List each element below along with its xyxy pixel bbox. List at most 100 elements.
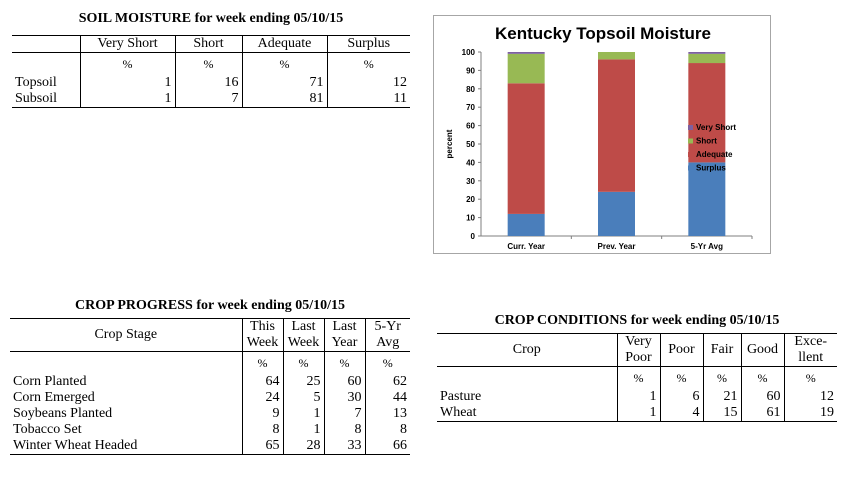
progress-header-last-week: Last Week [282,318,324,352]
unit-label: % [282,351,324,374]
unit-label: % [79,52,175,75]
cell-value: 30 [323,389,365,406]
cell-value: 21 [702,388,741,405]
soil-header-blank [12,36,80,53]
y-tick-label: 40 [466,158,475,167]
table-row: Pasture 1 6 21 60 12 [437,388,837,405]
legend-swatch [688,165,693,171]
header-line: Week [246,335,279,350]
bar-segment-short [598,52,635,60]
cell-value: 19 [783,404,837,421]
cell-value: 5 [282,389,324,406]
crop-conditions-table: Crop Very Poor Poor Fair Good Exce- llen… [437,333,837,422]
y-tick-label: 90 [466,66,475,75]
cell-value: 9 [241,405,283,422]
bar-segment-short [688,53,726,64]
progress-header-row: Crop Stage This Week Last Week Last Year… [10,318,410,352]
cell-value: 4 [659,404,703,421]
cell-value: 15 [702,404,741,421]
conditions-header-fair: Fair [702,333,741,367]
unit-label: % [364,351,410,374]
bar-segment-surplus [688,162,726,236]
header-line: llent [798,350,824,365]
header-line: Very [625,334,652,349]
header-line: Last [291,319,316,334]
soil-header-surplus: Surplus [326,35,410,53]
cell-value: 6 [659,388,703,405]
conditions-header-good: Good [740,333,784,367]
cell-value: 1 [616,404,660,421]
progress-header-last-year: Last Year [323,318,365,352]
row-label: Pasture [440,388,482,404]
unit-label: % [323,351,365,374]
legend-swatch [688,138,693,144]
table-row: Topsoil 1 16 71 12 [12,74,410,91]
x-category-label: Prev. Year [598,242,636,251]
bar-segment-very-short [688,52,726,54]
cell-value: 13 [364,405,410,422]
cell-value: 25 [282,373,324,390]
header-line: Exce- [794,334,828,349]
cell-value: 33 [323,437,365,454]
cell-value: 8 [323,421,365,438]
row-label: Topsoil [15,74,57,90]
legend-label: Adequate [696,150,733,159]
y-tick-label: 30 [466,177,475,186]
soil-moisture-title: SOIL MOISTURE for week ending 05/10/15 [78,11,344,26]
unit-label: % [616,366,660,389]
cell-value: 64 [241,373,283,390]
y-tick-label: 100 [462,48,476,57]
cell-value: 62 [364,373,410,390]
unit-label: % [241,52,327,75]
y-tick-label: 10 [466,214,475,223]
table-row: Winter Wheat Headed 65 28 33 66 [10,437,410,454]
conditions-unit-blank [437,367,617,389]
soil-unit-blank [12,53,80,75]
legend-label: Short [696,137,717,146]
unit-label: % [326,52,410,75]
crop-progress-title: CROP PROGRESS for week ending 05/10/15 [74,298,346,313]
header-line: Last [332,319,357,334]
soil-header-adequate: Adequate [241,35,327,53]
soil-header-very-short: Very Short [79,35,175,53]
cell-value: 24 [241,389,283,406]
bar-segment-surplus [507,213,545,236]
header-line: Year [331,335,358,350]
header-line: Poor [625,350,652,365]
table-row: Corn Planted 64 25 60 62 [10,373,410,390]
cell-value: 8 [241,421,283,438]
cell-value: 71 [241,74,327,91]
cell-value: 65 [241,437,283,454]
cell-value: 12 [783,388,837,405]
cell-value: 1 [616,388,660,405]
cell-value: 7 [323,405,365,422]
y-tick-label: 80 [466,85,475,94]
conditions-header-row: Crop Very Poor Poor Fair Good Exce- llen… [437,333,837,367]
row-label: Corn Planted [13,373,87,389]
conditions-header-poor: Poor [659,333,703,367]
progress-header-this-week: This Week [241,318,283,352]
header-line: 5-Yr [374,319,401,334]
cell-value: 60 [323,373,365,390]
crop-progress-table: Crop Stage This Week Last Week Last Year… [10,318,410,455]
unit-label: % [241,351,283,374]
cell-value: 28 [282,437,324,454]
crop-conditions-title: CROP CONDITIONS for week ending 05/10/15 [494,313,780,328]
conditions-unit-row: % % % % % [437,366,837,389]
x-category-label: Curr. Year [507,242,545,251]
y-axis-label: percent [445,129,454,158]
soil-header-short: Short [174,35,242,53]
table-row: Wheat 1 4 15 61 19 [437,404,837,421]
x-category-label: 5-Yr Avg [691,242,723,251]
y-tick-label: 0 [471,232,476,241]
soil-unit-row: % % % % [12,52,410,75]
unit-label: % [783,366,837,389]
bar-segment-adequate [688,63,726,163]
header-line: Week [287,335,320,350]
cell-value: 81 [241,90,327,107]
cell-value: 1 [282,421,324,438]
header-line: This [250,319,275,334]
chart-title: Kentucky Topsoil Moisture [495,24,711,43]
table-row: Subsoil 1 7 81 11 [12,90,410,107]
conditions-header-very-poor: Very Poor [616,333,660,367]
